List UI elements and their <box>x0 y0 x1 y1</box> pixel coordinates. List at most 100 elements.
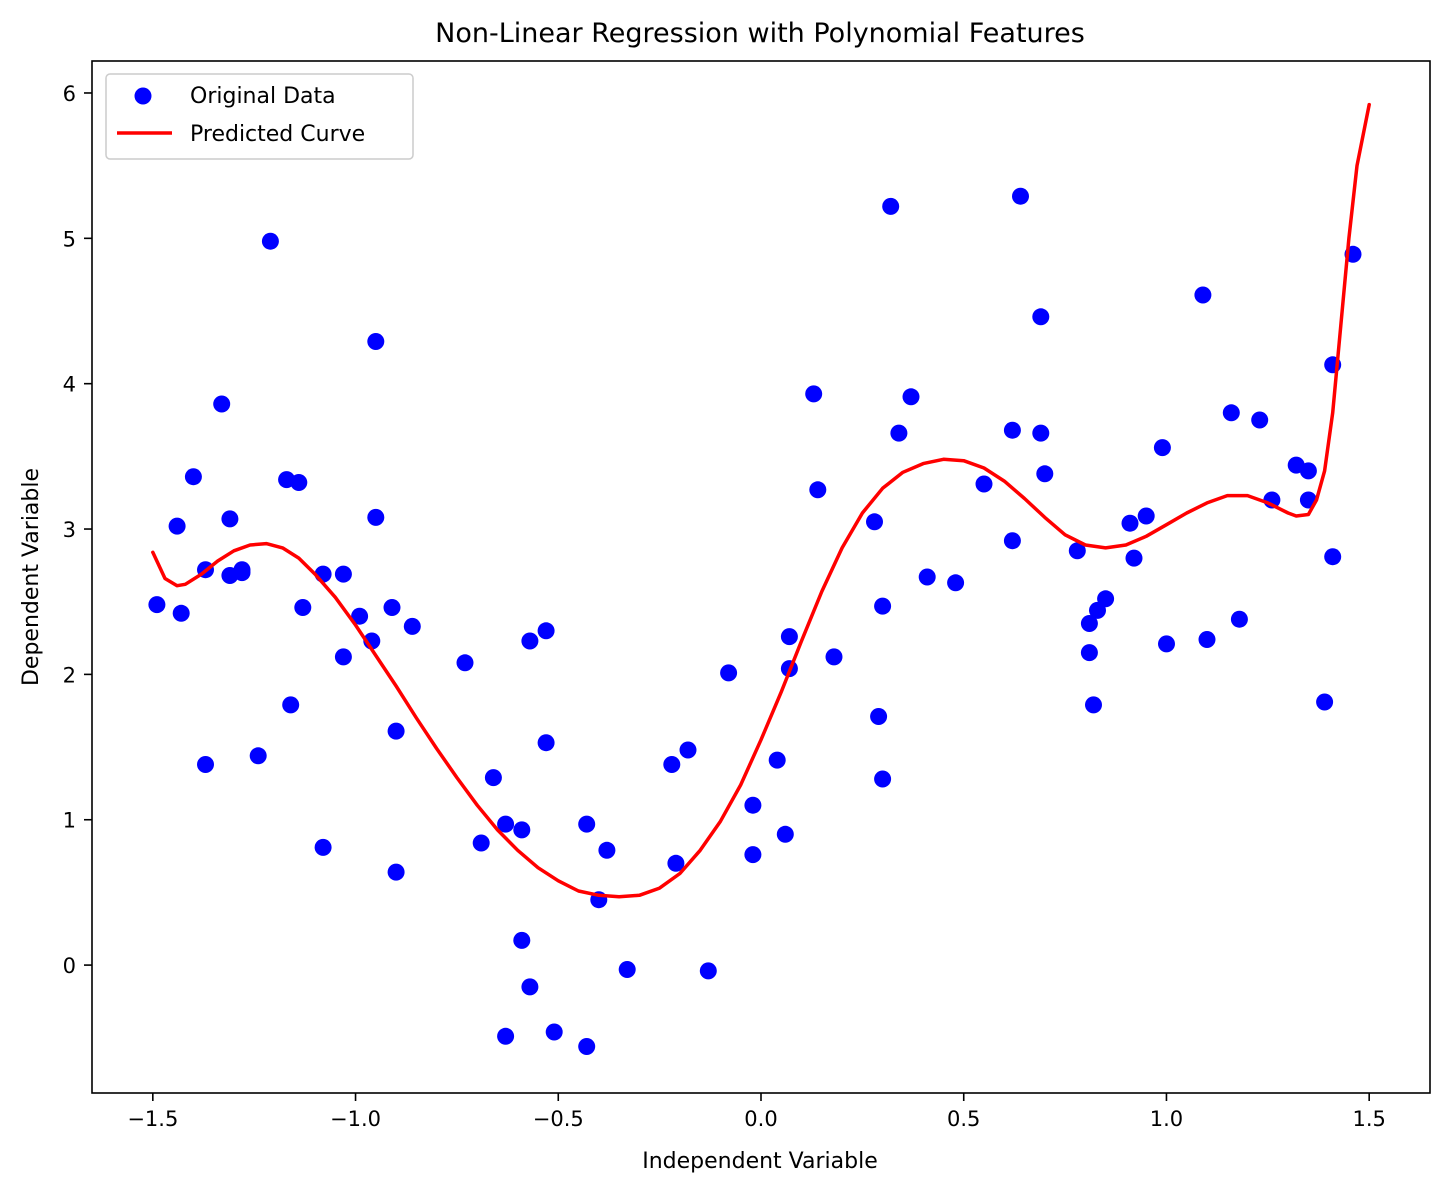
data-point <box>776 825 794 843</box>
data-point <box>472 834 490 852</box>
data-point <box>1036 465 1054 483</box>
data-point <box>1032 424 1050 442</box>
data-point <box>768 751 786 769</box>
data-point <box>168 517 186 535</box>
x-tick-label: 0.0 <box>744 1107 777 1131</box>
data-point <box>261 232 279 250</box>
x-tick-label: 1.5 <box>1352 1107 1385 1131</box>
data-point <box>387 863 405 881</box>
data-point <box>1251 411 1269 429</box>
data-point <box>1085 696 1102 714</box>
data-point <box>1012 187 1029 205</box>
data-point <box>720 664 738 682</box>
data-point <box>663 756 681 773</box>
data-point <box>172 604 190 622</box>
data-point <box>1153 439 1171 457</box>
data-point <box>975 475 993 493</box>
data-point <box>1080 615 1098 632</box>
data-point <box>870 708 888 725</box>
data-point <box>484 769 502 787</box>
data-point <box>282 696 300 714</box>
data-point <box>197 756 214 773</box>
data-point <box>918 568 936 586</box>
data-point <box>403 617 421 635</box>
data-point <box>874 770 892 788</box>
data-point <box>1158 635 1175 653</box>
legend-label-original-data: Original Data <box>190 84 336 109</box>
data-point <box>387 722 405 740</box>
data-point <box>497 815 515 833</box>
y-tick-label: 0 <box>63 954 76 978</box>
predicted-curve-line <box>151 102 1371 899</box>
data-point <box>744 846 762 864</box>
x-tick-label: 0.5 <box>947 1107 980 1131</box>
data-point <box>1137 507 1155 525</box>
data-point <box>334 648 352 666</box>
data-point <box>1299 462 1317 480</box>
data-point <box>1121 514 1139 532</box>
data-point <box>947 574 965 592</box>
data-point <box>1198 631 1216 648</box>
data-point <box>1222 404 1240 422</box>
data-point <box>809 481 827 499</box>
y-tick-label: 5 <box>63 227 76 251</box>
data-point <box>618 961 636 978</box>
y-tick-label: 1 <box>63 809 76 833</box>
data-point <box>314 838 332 856</box>
x-axis-label: Independent Variable <box>642 1149 878 1174</box>
y-tick-label: 3 <box>63 518 76 542</box>
data-point <box>1003 532 1021 550</box>
data-point <box>882 197 900 215</box>
data-point <box>699 962 717 980</box>
data-point <box>780 628 798 646</box>
legend-marker-original-data <box>134 87 152 105</box>
data-point <box>521 978 539 996</box>
data-point <box>1316 693 1334 711</box>
data-point <box>334 565 352 583</box>
data-point <box>545 1023 563 1041</box>
data-point <box>890 424 908 442</box>
data-point <box>521 632 539 650</box>
data-point <box>383 599 401 616</box>
plot-frame <box>91 60 1431 1094</box>
data-point <box>456 654 474 672</box>
data-point <box>497 1027 515 1045</box>
data-point <box>513 821 531 839</box>
data-point <box>825 648 843 666</box>
data-point <box>213 395 231 413</box>
data-point <box>513 931 531 949</box>
data-point <box>367 508 385 526</box>
data-point <box>367 333 385 350</box>
data-point <box>1080 644 1098 662</box>
data-point <box>1194 286 1212 304</box>
x-tick-label: −1.0 <box>330 1107 381 1131</box>
data-point <box>1125 549 1143 567</box>
x-tick-label: −0.5 <box>533 1107 584 1131</box>
data-point <box>1097 590 1115 608</box>
x-tick-label: −1.5 <box>127 1107 178 1131</box>
legend-box <box>105 73 414 160</box>
y-axis-label: Dependent Variable <box>19 468 44 686</box>
y-tick-label: 4 <box>63 373 76 397</box>
data-point <box>294 599 312 616</box>
legend: Original Data Predicted Curve <box>105 73 414 160</box>
data-point <box>1068 542 1086 560</box>
data-point <box>805 385 823 403</box>
data-point <box>578 1038 596 1055</box>
data-point <box>1324 548 1342 566</box>
axes-layer: −1.5 −1.0 −0.5 0.0 0.5 1.0 1.5 0 1 2 3 4 5 6 <box>63 82 1386 1131</box>
data-point <box>537 734 555 752</box>
data-point <box>1032 308 1050 326</box>
data-point <box>679 741 697 759</box>
data-point <box>874 597 892 615</box>
data-point <box>351 607 369 625</box>
chart-title: Non-Linear Regression with Polynomial Fe… <box>435 18 1085 49</box>
data-point <box>578 815 596 833</box>
data-point <box>1230 610 1248 628</box>
x-tick-label: 1.0 <box>1150 1107 1183 1131</box>
data-point <box>537 622 555 640</box>
data-point <box>249 747 267 765</box>
data-point <box>667 854 685 872</box>
